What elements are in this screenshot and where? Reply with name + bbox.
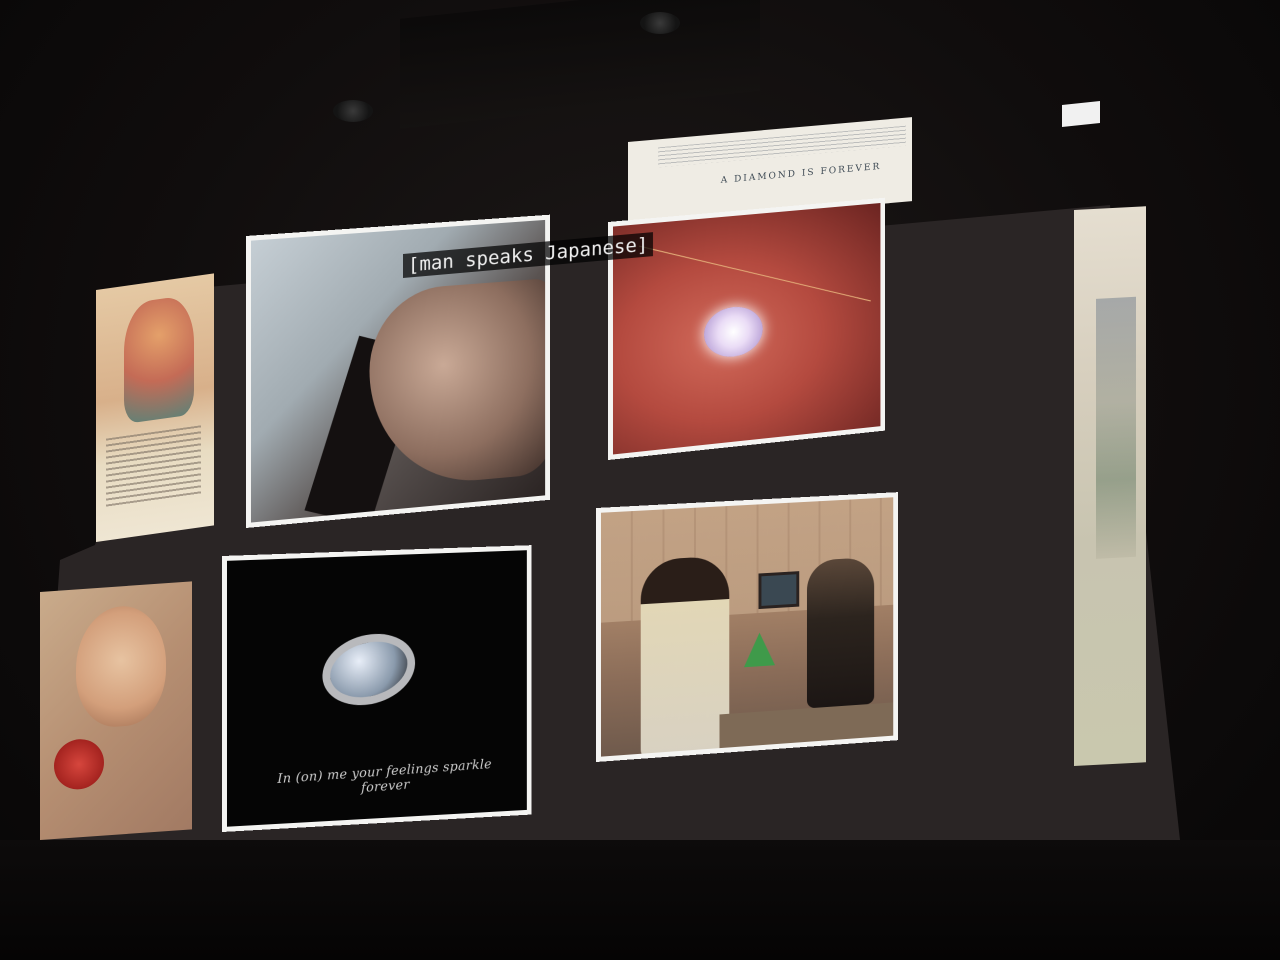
vintage-ad-right-strip: [1074, 206, 1146, 766]
still-chain: [639, 246, 871, 302]
ad-strip-text: A DIAMOND IS FOREVER: [696, 160, 906, 188]
ad-fine-print: [106, 425, 201, 508]
video-still-family: [596, 492, 898, 762]
vintage-ad-left-top: [96, 273, 214, 542]
ad-illustration-flower: [54, 738, 104, 791]
ad-illustration: [1096, 297, 1136, 559]
still-person-standing: [641, 555, 730, 759]
still-tv: [759, 571, 800, 609]
still-ring: [316, 624, 422, 715]
video-still-ring: In (on) me your feelings sparkle forever: [222, 545, 532, 832]
still-hand: [369, 278, 549, 490]
still-diamond: [704, 304, 763, 359]
vintage-ad-left-bottom: [40, 581, 192, 840]
audience-shadow: [0, 840, 1280, 960]
ring-caption: In (on) me your feelings sparkle forever: [263, 756, 506, 803]
ad-illustration-face: [76, 603, 166, 729]
still-person-seated: [807, 557, 874, 708]
still-party-hat: [744, 632, 775, 668]
ad-fine-print: [658, 126, 906, 168]
ad-illustration: [124, 294, 194, 424]
screen-marker: [1062, 101, 1100, 127]
